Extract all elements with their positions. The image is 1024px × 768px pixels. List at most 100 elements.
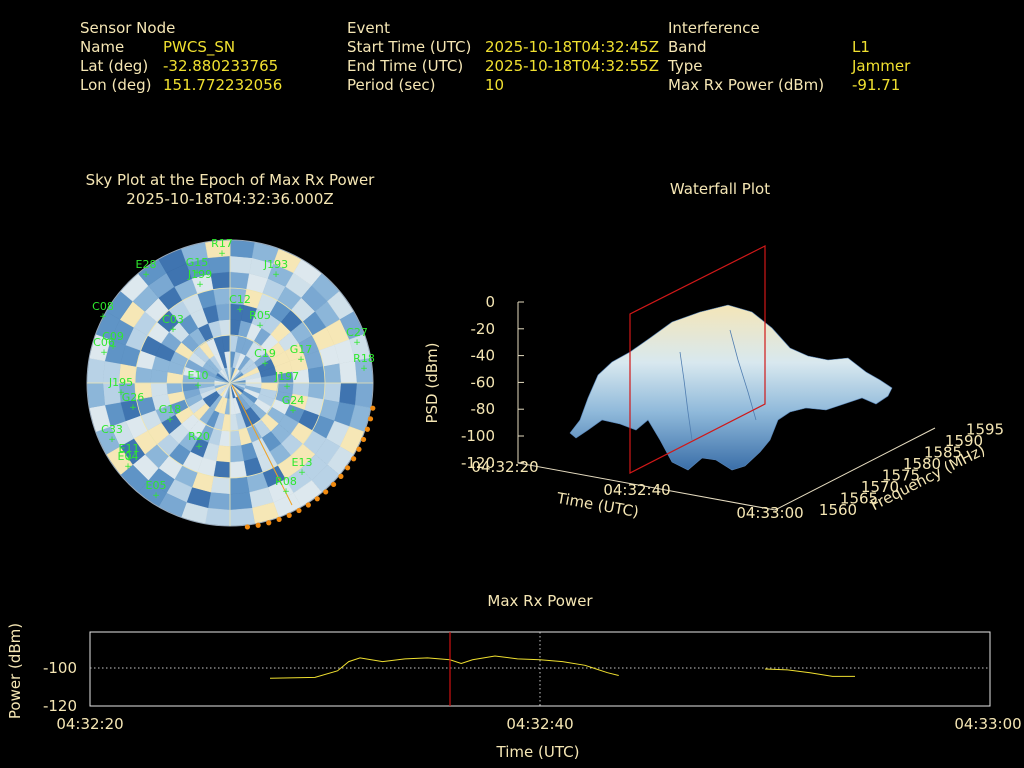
waterfall-z-tick: 0 xyxy=(485,293,495,311)
satellite-marker: + xyxy=(124,462,132,472)
satellite-label: R08 xyxy=(275,475,297,488)
power-ytick-100: -100 xyxy=(43,659,77,677)
waterfall-z-ticks: 0 -20 -40 -60 -80 -100 -120 xyxy=(461,293,524,472)
sky-plot-heatmap xyxy=(87,240,373,526)
interference-point xyxy=(345,465,351,471)
satellite-marker: + xyxy=(99,312,107,322)
sensor-lon-value: 151.772232056 xyxy=(163,76,283,94)
satellite-label: G26 xyxy=(122,391,145,404)
sky-heatmap-cell xyxy=(207,492,231,511)
interference-point xyxy=(370,405,376,411)
waterfall-z-tick: -20 xyxy=(471,320,496,338)
waterfall-y-tick: 1560 xyxy=(819,501,857,519)
power-xtick-end: 04:33:00 xyxy=(954,715,1021,733)
sky-heatmap-cell xyxy=(229,476,250,495)
waterfall-epoch-plane xyxy=(629,245,766,474)
interference-point xyxy=(364,426,371,432)
waterfall-z-tick: -80 xyxy=(471,400,496,418)
waterfall-x-tick: 04:32:20 xyxy=(471,458,538,476)
satellite-marker: + xyxy=(129,403,137,413)
satellite-label: G18 xyxy=(159,403,182,416)
sky-plot-interference-track xyxy=(231,384,293,506)
sky-heatmap-cell xyxy=(323,382,342,403)
waterfall-y-tick: 1570 xyxy=(861,478,899,496)
satellite-marker: + xyxy=(109,342,117,352)
satellite-label: E11 xyxy=(119,442,140,455)
interference-point xyxy=(351,456,357,462)
waterfall-x-ticks: 04:32:20 04:32:40 04:33:00 xyxy=(471,458,803,522)
power-series-line xyxy=(764,668,855,677)
satellite-marker: + xyxy=(108,435,116,445)
satellite-marker: + xyxy=(100,348,108,358)
interference-point xyxy=(338,473,344,479)
satellite-marker: + xyxy=(236,305,244,315)
waterfall-z-tick: -120 xyxy=(461,454,495,472)
sky-heatmap-cell xyxy=(323,363,342,384)
sky-heatmap-cell xyxy=(308,366,326,384)
satellite-marker: + xyxy=(142,270,150,280)
waterfall-y-tick: 1580 xyxy=(903,455,941,473)
satellite-label: R05 xyxy=(249,309,271,322)
satellite-marker: + xyxy=(166,415,174,425)
interference-point xyxy=(244,524,251,530)
satellite-label: C33 xyxy=(101,423,123,436)
satellite-label: C12 xyxy=(229,293,251,306)
sky-heatmap-cell xyxy=(229,255,253,274)
sky-heatmap-cell xyxy=(339,382,358,406)
satellite-marker: + xyxy=(261,359,269,369)
interference-point xyxy=(367,416,374,422)
sky-heatmap-cell xyxy=(204,507,231,526)
waterfall-x-tick: 04:33:00 xyxy=(736,504,803,522)
satellite-label: C09 xyxy=(102,330,124,343)
event-end-value: 2025-10-18T04:32:55Z xyxy=(485,57,659,75)
event-title: Event xyxy=(347,19,390,37)
waterfall-x-tick: 04:32:40 xyxy=(603,481,670,499)
event-start-value: 2025-10-18T04:32:45Z xyxy=(485,38,659,56)
sensor-node-title: Sensor Node xyxy=(80,19,176,37)
interference-point xyxy=(330,481,337,488)
sky-heatmap-cell xyxy=(213,287,231,305)
interference-band-label: Band xyxy=(668,38,707,56)
power-x-label: Time (UTC) xyxy=(496,743,580,761)
satellite-marker: + xyxy=(283,382,291,392)
sky-heatmap-cell xyxy=(87,382,106,409)
satellite-label: C08 xyxy=(92,300,114,313)
satellite-marker: + xyxy=(353,338,361,348)
satellite-marker: + xyxy=(169,325,177,335)
event-period-value: 10 xyxy=(485,76,505,94)
satellite-label: C06 xyxy=(93,336,115,349)
waterfall-y-tick: 1575 xyxy=(882,467,920,485)
satellite-label: J197 xyxy=(274,370,299,383)
sky-heatmap-cell xyxy=(210,271,231,290)
waterfall-surface xyxy=(569,304,893,471)
event-period-label: Period (sec) xyxy=(347,76,436,94)
max-rx-power-chart: -100 -120 04:32:20 04:32:40 04:33:00 Tim… xyxy=(6,623,1022,761)
sky-heatmap-cell xyxy=(354,357,373,384)
interference-point xyxy=(305,502,311,508)
sensor-lat-label: Lat (deg) xyxy=(80,57,149,75)
satellite-label: E10 xyxy=(188,369,209,382)
sky-heatmap-cell xyxy=(354,382,373,409)
sensor-lat-value: -32.880233765 xyxy=(163,57,279,75)
satellite-marker: + xyxy=(194,381,202,391)
satellite-marker: + xyxy=(298,468,306,478)
satellite-marker: + xyxy=(195,442,203,452)
satellite-marker: + xyxy=(289,406,297,416)
satellite-label: G24 xyxy=(282,394,305,407)
satellite-marker: + xyxy=(360,364,368,374)
satellite-marker: + xyxy=(272,270,280,280)
power-ytick-120: -120 xyxy=(43,697,77,715)
interference-point xyxy=(276,516,282,523)
interference-point xyxy=(266,520,272,526)
event-end-label: End Time (UTC) xyxy=(347,57,464,75)
waterfall-z-label: PSD (dBm) xyxy=(423,342,441,423)
interference-power-value: -91.71 xyxy=(852,76,901,94)
waterfall-y-tick: 1595 xyxy=(966,421,1004,439)
power-xtick-mid: 04:32:40 xyxy=(506,715,573,733)
satellite-label: E28 xyxy=(136,258,157,271)
waterfall-ridge xyxy=(679,329,757,441)
max-rx-power-title: Max Rx Power xyxy=(487,592,593,610)
sensor-lon-label: Lon (deg) xyxy=(80,76,152,94)
interference-point xyxy=(360,436,367,443)
sensor-name-value: PWCS_SN xyxy=(163,38,236,56)
